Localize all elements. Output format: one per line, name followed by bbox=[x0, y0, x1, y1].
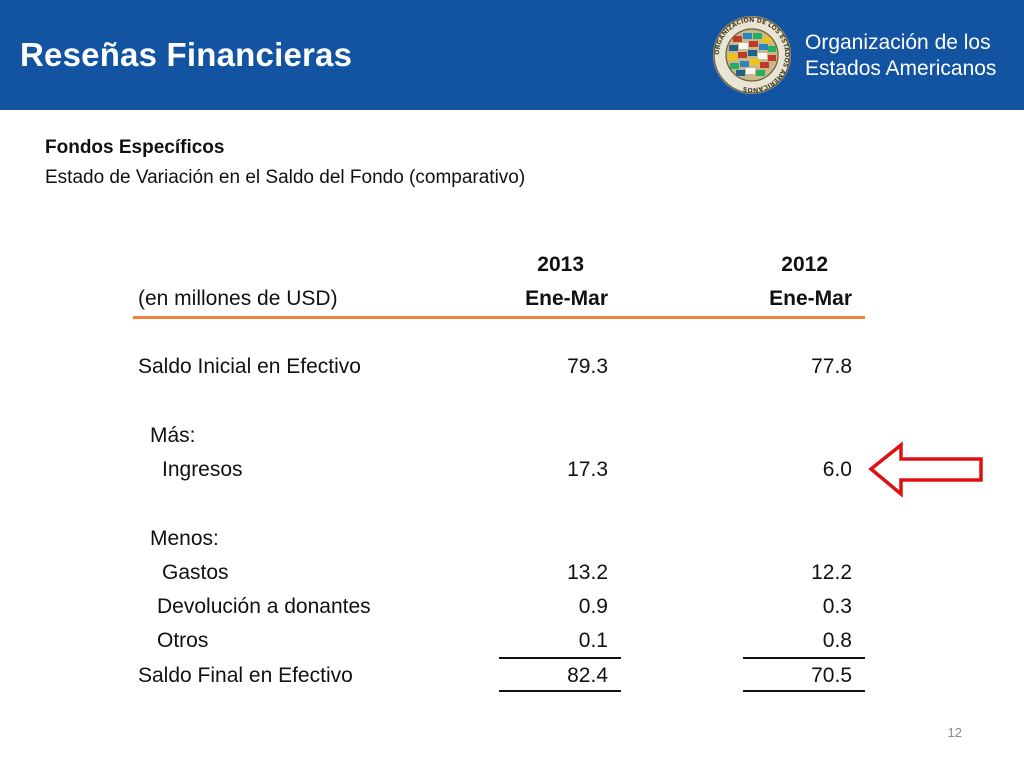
cell-ingresos-2012: 6.0 bbox=[822, 458, 852, 481]
organization-name: Organización de los Estados Americanos bbox=[805, 30, 996, 82]
cell-saldo-inicial-2013: 79.3 bbox=[567, 355, 608, 378]
row-label-saldo-inicial: Saldo Inicial en Efectivo bbox=[138, 355, 361, 378]
row-label-devolucion: Devolución a donantes bbox=[157, 595, 371, 618]
section-subtitle: Estado de Variación en el Saldo del Fond… bbox=[45, 167, 526, 188]
unit-label: (en millones de USD) bbox=[138, 287, 338, 310]
cell-otros-2013: 0.1 bbox=[578, 629, 608, 652]
org-name-line-1: Organización de los bbox=[805, 31, 991, 54]
row-label-mas: Más: bbox=[150, 424, 196, 447]
subtotal-rule-2013 bbox=[499, 657, 621, 659]
cell-devolucion-2013: 0.9 bbox=[578, 595, 608, 618]
left-arrow-icon bbox=[868, 441, 983, 498]
header-bar: Reseñas Financieras ORGANIZACION DE LOS … bbox=[0, 0, 1024, 110]
row-label-menos: Menos: bbox=[150, 527, 219, 550]
row-label-gastos: Gastos bbox=[162, 561, 229, 584]
cell-gastos-2013: 13.2 bbox=[567, 561, 608, 584]
section-title: Fondos Específicos bbox=[45, 137, 225, 158]
col-2013-year: 2013 bbox=[537, 253, 584, 276]
row-label-otros: Otros bbox=[157, 629, 209, 652]
subheading: Fondos Específicos Estado de Variación e… bbox=[45, 133, 525, 193]
page-title: Reseñas Financieras bbox=[20, 36, 353, 73]
oas-seal-logo: ORGANIZACION DE LOS ESTADOS AMERICANOS bbox=[713, 16, 791, 94]
total-rule-2012 bbox=[743, 690, 865, 692]
page-number: 12 bbox=[947, 725, 962, 740]
cell-saldo-final-2012: 70.5 bbox=[811, 664, 852, 687]
cell-saldo-inicial-2012: 77.8 bbox=[811, 355, 852, 378]
cell-saldo-final-2013: 82.4 bbox=[567, 664, 608, 687]
total-rule-2013 bbox=[499, 690, 621, 692]
col-2012-year: 2012 bbox=[781, 253, 828, 276]
col-2012-period: Ene-Mar bbox=[769, 287, 852, 310]
cell-gastos-2012: 12.2 bbox=[811, 561, 852, 584]
subtotal-rule-2012 bbox=[743, 657, 865, 659]
org-name-line-2: Estados Americanos bbox=[805, 57, 997, 80]
header-rule bbox=[133, 316, 865, 319]
col-2013-period: Ene-Mar bbox=[525, 287, 608, 310]
row-label-ingresos: Ingresos bbox=[162, 458, 243, 481]
cell-devolucion-2012: 0.3 bbox=[822, 595, 852, 618]
cell-ingresos-2013: 17.3 bbox=[567, 458, 608, 481]
cell-otros-2012: 0.8 bbox=[822, 629, 852, 652]
row-label-saldo-final: Saldo Final en Efectivo bbox=[138, 664, 353, 687]
